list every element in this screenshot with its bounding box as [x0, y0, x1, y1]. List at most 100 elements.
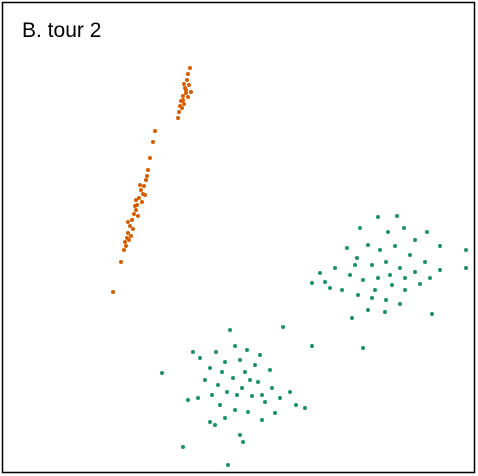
point [182, 82, 186, 86]
point [366, 308, 370, 312]
point [268, 368, 272, 372]
point [294, 403, 298, 407]
point [303, 406, 307, 410]
point [361, 278, 365, 282]
point [151, 140, 155, 144]
point [413, 238, 417, 242]
point [189, 90, 193, 94]
point [348, 273, 352, 277]
point [438, 268, 442, 272]
point [388, 273, 392, 277]
point [402, 226, 406, 230]
point [181, 94, 185, 98]
point [428, 276, 432, 280]
point [111, 290, 115, 294]
point [124, 244, 128, 248]
point [203, 378, 207, 382]
point [131, 227, 135, 231]
point [328, 286, 332, 290]
point [132, 212, 136, 216]
point [177, 110, 181, 114]
point [218, 403, 222, 407]
point [208, 366, 212, 370]
point [184, 91, 188, 95]
point [148, 156, 152, 160]
point [181, 445, 185, 449]
point [376, 215, 380, 219]
point [384, 298, 388, 302]
point [214, 350, 218, 354]
point [184, 88, 188, 92]
point [355, 256, 359, 260]
point [134, 198, 138, 202]
point [260, 393, 264, 397]
point [350, 316, 354, 320]
point [390, 283, 394, 287]
point [256, 380, 260, 384]
chart-title: B. tour 2 [22, 19, 101, 42]
point [126, 220, 130, 224]
point [213, 423, 217, 427]
point [188, 66, 192, 70]
point [233, 408, 237, 412]
point [119, 260, 123, 264]
point [126, 231, 130, 235]
point [127, 238, 131, 242]
point [340, 288, 344, 292]
point [370, 263, 374, 267]
point [196, 396, 200, 400]
point [408, 253, 412, 257]
point [393, 244, 397, 248]
point [263, 400, 267, 404]
point [233, 344, 237, 348]
point [438, 244, 442, 248]
point [128, 224, 132, 228]
point [398, 266, 402, 270]
point [395, 214, 399, 218]
point [281, 325, 285, 329]
point [398, 302, 402, 306]
point [370, 296, 374, 300]
point [220, 370, 224, 374]
point [353, 263, 357, 267]
point [223, 360, 227, 364]
point [210, 393, 214, 397]
point [386, 230, 390, 234]
point [413, 270, 417, 274]
point [226, 463, 230, 467]
point [129, 234, 133, 238]
point [241, 440, 245, 444]
point [140, 200, 144, 204]
point [310, 344, 314, 348]
point [225, 390, 229, 394]
point [243, 370, 247, 374]
point [376, 276, 380, 280]
point [142, 184, 146, 188]
point [273, 411, 277, 415]
point [146, 168, 150, 172]
point [403, 276, 407, 280]
point [153, 129, 157, 133]
point [123, 240, 127, 244]
point [136, 214, 140, 218]
point [216, 383, 220, 387]
point [181, 98, 185, 102]
point [464, 266, 468, 270]
point [144, 178, 148, 182]
point [384, 260, 388, 264]
point [186, 72, 190, 76]
point [139, 188, 143, 192]
point [366, 243, 370, 247]
point [278, 396, 282, 400]
point [231, 376, 235, 380]
point [160, 371, 164, 375]
point [186, 95, 190, 99]
point [141, 192, 145, 196]
point [182, 102, 186, 106]
point [238, 433, 242, 437]
point [373, 288, 377, 292]
point [345, 246, 349, 250]
point [356, 293, 360, 297]
point [323, 280, 327, 284]
